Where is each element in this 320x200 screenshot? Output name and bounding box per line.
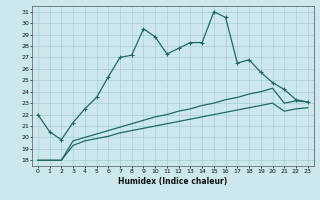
X-axis label: Humidex (Indice chaleur): Humidex (Indice chaleur) [118, 177, 228, 186]
